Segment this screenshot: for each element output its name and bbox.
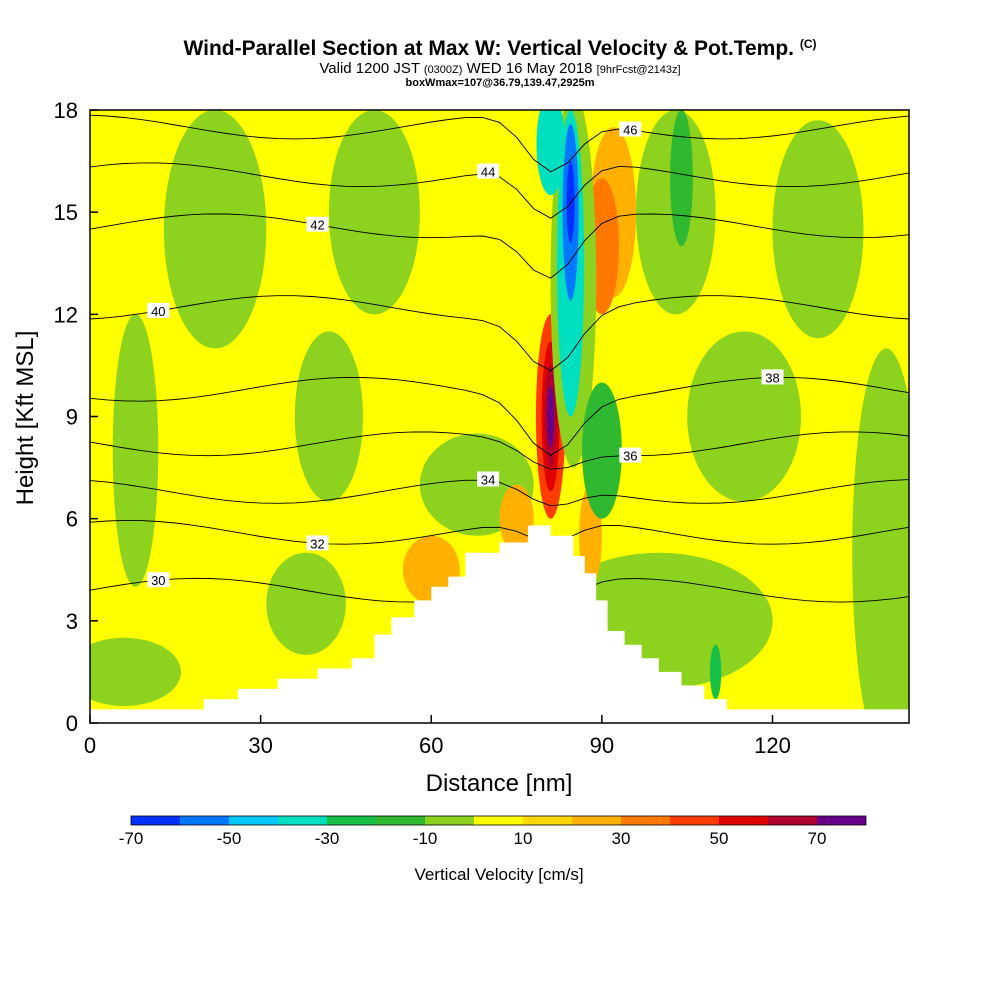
theta-contours <box>90 114 909 608</box>
y-axis-title: Height [Kft MSL] <box>12 331 39 506</box>
colorbar-swatch <box>670 816 719 825</box>
svg-text:32: 32 <box>310 536 324 551</box>
valid-time-prefix: Valid 1200 JST <box>319 60 420 77</box>
svg-text:30: 30 <box>151 573 165 588</box>
y-tick-label: 0 <box>66 711 78 736</box>
svg-text:34: 34 <box>481 473 495 488</box>
y-tick-label: 9 <box>66 405 78 430</box>
copyright-mark: (C) <box>799 37 817 51</box>
colorbar-swatch <box>229 816 278 825</box>
box-max-line: boxWmax=107@36.79,139.47,2925m <box>405 77 595 89</box>
velocity-region <box>547 385 555 448</box>
x-axis: 0 30 60 90 120 <box>84 715 791 758</box>
theta-contour-label: 34 <box>477 471 500 488</box>
velocity-region <box>499 484 534 553</box>
theta-contour-label: 30 <box>147 572 170 588</box>
velocity-region <box>294 331 363 502</box>
terrain <box>90 525 909 723</box>
theta-contour <box>90 431 909 470</box>
theta-contour <box>90 114 909 173</box>
y-tick-label: 6 <box>66 507 78 532</box>
valid-time-date: WED 16 May 2018 <box>466 60 593 77</box>
theta-contour-label: 32 <box>306 535 329 551</box>
velocity-region <box>709 644 722 700</box>
y-tick-label: 12 <box>54 302 78 327</box>
velocity-region <box>163 110 267 349</box>
colorbar-swatch <box>474 816 523 825</box>
colorbar-swatch <box>621 816 670 825</box>
velocity-region <box>536 110 565 196</box>
colorbar-tick-label: -70 <box>119 829 144 848</box>
velocity-region <box>266 552 346 655</box>
theta-contour <box>90 162 909 219</box>
theta-contour-label: 36 <box>619 447 642 464</box>
colorbar-title: Vertical Velocity [cm/s] <box>414 865 583 884</box>
forecast-label: [9hrFcst@2143z] <box>596 64 681 76</box>
colorbar-tick-label: 10 <box>514 829 533 848</box>
velocity-region <box>687 331 801 502</box>
theta-contour-label: 38 <box>761 369 784 385</box>
x-tick-label: 120 <box>754 733 791 758</box>
y-tick-label: 3 <box>66 609 78 634</box>
svg-text:44: 44 <box>481 165 495 180</box>
colorbar-tick-label: 50 <box>710 829 729 848</box>
valid-time-utc: (0300Z) <box>423 64 463 76</box>
colorbar-swatch <box>180 816 229 825</box>
theta-contour-label: 42 <box>306 216 329 233</box>
chart-title-text: Wind-Parallel Section at Max W: Vertical… <box>183 37 794 60</box>
x-tick-label: 0 <box>84 733 96 758</box>
colorbar-swatch <box>131 816 180 825</box>
colorbar-swatch <box>768 816 817 825</box>
svg-text:36: 36 <box>623 449 637 464</box>
svg-text:40: 40 <box>151 304 165 319</box>
theta-contour-label: 40 <box>147 302 170 319</box>
velocity-region <box>328 110 420 315</box>
svg-text:38: 38 <box>765 370 779 385</box>
x-axis-title: Distance [nm] <box>426 770 573 797</box>
velocity-region <box>90 637 181 706</box>
x-tick-label: 30 <box>248 733 272 758</box>
colorbar-tick-label: -30 <box>315 829 340 848</box>
plot-area: 30 32 34 36 38 40 42 44 46 <box>90 110 909 723</box>
chart-subtitle: Valid 1200 JST (0300Z) WED 16 May 2018 [… <box>0 60 1000 77</box>
chart-title: Wind-Parallel Section at Max W: Vertical… <box>0 37 1000 61</box>
colorbar-swatch <box>278 816 327 825</box>
svg-text:46: 46 <box>623 123 637 138</box>
velocity-region <box>772 120 864 339</box>
theta-contour-label: 46 <box>619 121 642 138</box>
theta-contour-label: 44 <box>477 163 500 180</box>
colorbar: -70 -50 -30 -10 10 30 50 70 <box>119 815 867 848</box>
y-tick-label: 15 <box>54 200 78 225</box>
velocity-region <box>852 348 909 723</box>
velocity-region <box>670 110 693 247</box>
colorbar-swatch <box>376 816 425 825</box>
colorbar-swatch <box>425 816 474 825</box>
theta-contour <box>90 479 909 507</box>
colorbar-swatch <box>523 816 572 825</box>
velocity-region <box>112 314 159 587</box>
colorbar-tick-label: -10 <box>413 829 438 848</box>
velocity-region <box>582 382 622 519</box>
theta-contour <box>90 519 909 545</box>
colorbar-swatch <box>572 816 621 825</box>
colorbar-tick-label: 30 <box>612 829 631 848</box>
x-tick-label: 60 <box>419 733 443 758</box>
colorbar-swatch <box>817 816 866 825</box>
colorbar-swatch <box>719 816 768 825</box>
colorbar-tick-label: -50 <box>217 829 242 848</box>
colorbar-swatch <box>327 816 376 825</box>
theta-contour-labels: 30 32 34 36 38 40 42 44 46 <box>147 121 784 588</box>
theta-contour <box>90 295 909 372</box>
colorbar-tick-label: 70 <box>808 829 827 848</box>
svg-text:42: 42 <box>310 218 324 233</box>
velocity-region <box>566 161 575 243</box>
x-tick-label: 90 <box>590 733 614 758</box>
y-tick-label: 18 <box>54 98 78 123</box>
y-axis: 0 3 6 9 12 15 18 <box>54 98 98 736</box>
theta-contour <box>90 213 909 279</box>
